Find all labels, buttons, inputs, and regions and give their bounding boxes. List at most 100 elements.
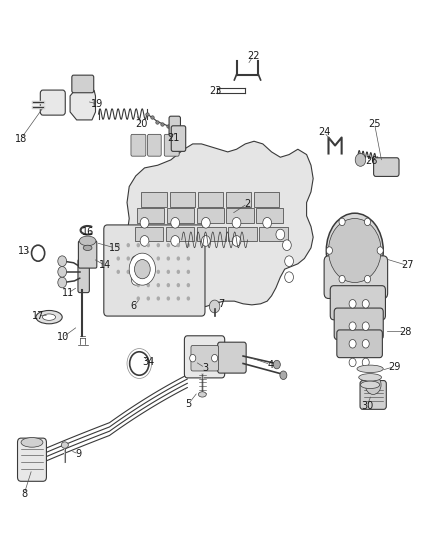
Ellipse shape xyxy=(83,245,92,251)
Circle shape xyxy=(156,270,160,274)
Circle shape xyxy=(58,277,67,288)
FancyBboxPatch shape xyxy=(330,286,385,320)
Text: 10: 10 xyxy=(57,333,69,342)
Circle shape xyxy=(147,296,150,301)
Text: 28: 28 xyxy=(399,327,411,336)
Ellipse shape xyxy=(359,374,381,381)
Bar xyxy=(254,192,279,207)
Circle shape xyxy=(166,270,170,274)
Circle shape xyxy=(156,256,160,261)
Text: 21: 21 xyxy=(167,133,179,142)
Circle shape xyxy=(131,274,140,285)
Circle shape xyxy=(349,322,356,330)
FancyBboxPatch shape xyxy=(72,75,94,93)
Circle shape xyxy=(190,354,196,362)
Circle shape xyxy=(166,283,170,287)
Text: 6: 6 xyxy=(131,302,137,311)
Text: 7: 7 xyxy=(218,299,224,309)
FancyBboxPatch shape xyxy=(334,308,383,340)
FancyBboxPatch shape xyxy=(78,259,89,293)
Bar xyxy=(135,227,163,241)
Circle shape xyxy=(201,217,210,228)
Circle shape xyxy=(326,247,332,254)
Circle shape xyxy=(137,296,140,301)
Circle shape xyxy=(187,270,190,274)
Text: 19: 19 xyxy=(91,99,103,109)
Text: 25: 25 xyxy=(368,119,381,128)
Circle shape xyxy=(177,270,180,274)
FancyBboxPatch shape xyxy=(164,134,179,156)
Text: 20: 20 xyxy=(135,119,147,128)
Circle shape xyxy=(131,256,140,266)
Circle shape xyxy=(187,283,190,287)
Circle shape xyxy=(187,256,190,261)
Circle shape xyxy=(140,236,149,246)
Text: 26: 26 xyxy=(365,156,378,166)
Circle shape xyxy=(171,236,180,246)
Text: 14: 14 xyxy=(99,261,111,270)
Bar xyxy=(166,227,194,241)
Circle shape xyxy=(328,219,381,282)
Circle shape xyxy=(377,247,383,254)
Circle shape xyxy=(339,218,345,225)
Circle shape xyxy=(285,256,293,266)
Circle shape xyxy=(276,229,285,240)
FancyBboxPatch shape xyxy=(131,134,146,156)
Bar xyxy=(226,192,251,207)
Circle shape xyxy=(209,300,220,313)
Circle shape xyxy=(117,243,120,247)
Ellipse shape xyxy=(326,213,383,288)
Text: 17: 17 xyxy=(32,311,44,320)
Circle shape xyxy=(177,283,180,287)
Circle shape xyxy=(177,243,180,247)
Circle shape xyxy=(362,322,369,330)
Circle shape xyxy=(232,217,241,228)
Bar xyxy=(228,227,257,241)
Circle shape xyxy=(127,243,130,247)
Text: 2: 2 xyxy=(244,199,251,208)
Circle shape xyxy=(156,243,160,247)
Ellipse shape xyxy=(21,438,43,447)
Circle shape xyxy=(137,256,140,261)
Circle shape xyxy=(177,256,180,261)
Text: 3: 3 xyxy=(202,363,208,373)
Circle shape xyxy=(362,358,369,367)
Circle shape xyxy=(171,217,180,228)
Circle shape xyxy=(147,256,150,261)
FancyBboxPatch shape xyxy=(40,90,65,115)
FancyBboxPatch shape xyxy=(374,158,399,176)
Bar xyxy=(170,192,195,207)
Circle shape xyxy=(337,229,372,272)
Circle shape xyxy=(140,217,149,228)
Circle shape xyxy=(58,266,67,277)
FancyBboxPatch shape xyxy=(360,381,386,409)
Text: 34: 34 xyxy=(143,358,155,367)
Circle shape xyxy=(362,300,369,308)
Circle shape xyxy=(212,354,218,362)
Ellipse shape xyxy=(79,236,96,246)
Circle shape xyxy=(177,296,180,301)
Text: 27: 27 xyxy=(401,261,413,270)
Ellipse shape xyxy=(61,442,68,448)
FancyBboxPatch shape xyxy=(169,116,180,136)
Circle shape xyxy=(166,296,170,301)
Circle shape xyxy=(362,340,369,348)
Polygon shape xyxy=(122,141,313,306)
Circle shape xyxy=(137,243,140,247)
Circle shape xyxy=(156,296,160,301)
Text: 24: 24 xyxy=(318,127,330,137)
Circle shape xyxy=(134,260,150,279)
FancyBboxPatch shape xyxy=(18,438,46,481)
Circle shape xyxy=(147,243,150,247)
Circle shape xyxy=(129,253,155,285)
Circle shape xyxy=(349,340,356,348)
Text: 13: 13 xyxy=(18,246,30,255)
Text: 23: 23 xyxy=(209,86,222,95)
Ellipse shape xyxy=(36,310,62,324)
Text: 22: 22 xyxy=(247,51,259,61)
Circle shape xyxy=(285,272,293,282)
FancyBboxPatch shape xyxy=(104,225,205,316)
Ellipse shape xyxy=(42,314,56,320)
Text: 29: 29 xyxy=(388,362,400,372)
Circle shape xyxy=(273,360,280,369)
